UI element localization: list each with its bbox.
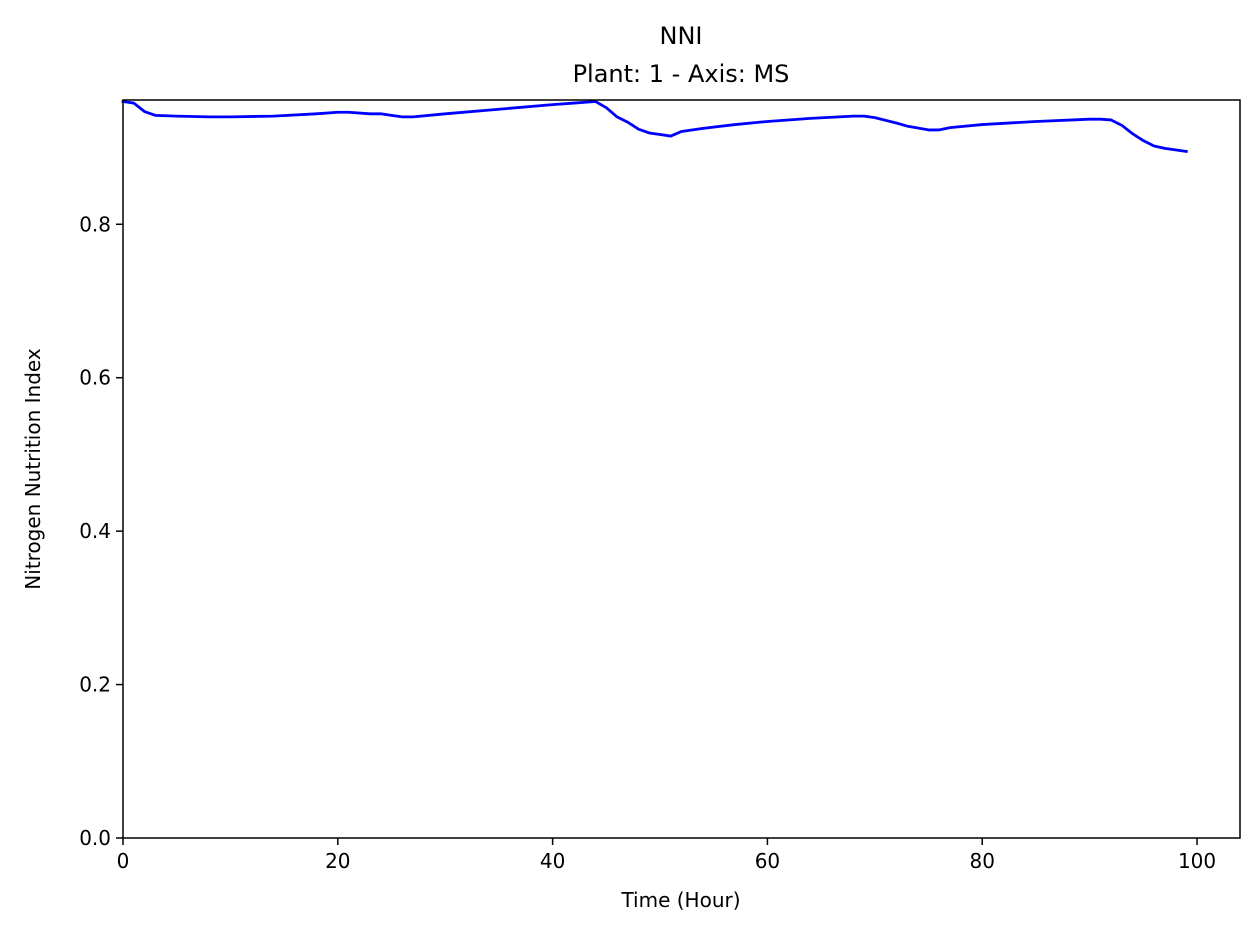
y-tick-label: 0.4 bbox=[79, 519, 111, 543]
chart-subtitle: Plant: 1 - Axis: MS bbox=[573, 60, 790, 88]
y-tick-label: 0.8 bbox=[79, 212, 111, 236]
chart-title: NNI bbox=[660, 22, 703, 50]
y-axis-ticks: 0.0 0.2 0.4 0.6 0.8 bbox=[79, 212, 123, 850]
axes-frame bbox=[122, 99, 1241, 839]
x-axis-label: Time (Hour) bbox=[620, 888, 740, 912]
x-tick-label: 40 bbox=[540, 849, 565, 873]
x-tick-label: 80 bbox=[970, 849, 995, 873]
plot-area bbox=[121, 99, 1188, 153]
y-axis-label: Nitrogen Nutrition Index bbox=[21, 348, 45, 590]
series-line-0 bbox=[121, 99, 1188, 153]
x-tick-label: 100 bbox=[1178, 849, 1216, 873]
y-tick-label: 0.2 bbox=[79, 673, 111, 697]
x-tick-label: 60 bbox=[755, 849, 780, 873]
x-axis-ticks: 0 20 40 60 80 100 bbox=[117, 838, 1216, 873]
y-tick-label: 0.0 bbox=[79, 826, 111, 850]
x-tick-label: 20 bbox=[325, 849, 350, 873]
y-tick-label: 0.6 bbox=[79, 366, 111, 390]
x-tick-label: 0 bbox=[117, 849, 130, 873]
